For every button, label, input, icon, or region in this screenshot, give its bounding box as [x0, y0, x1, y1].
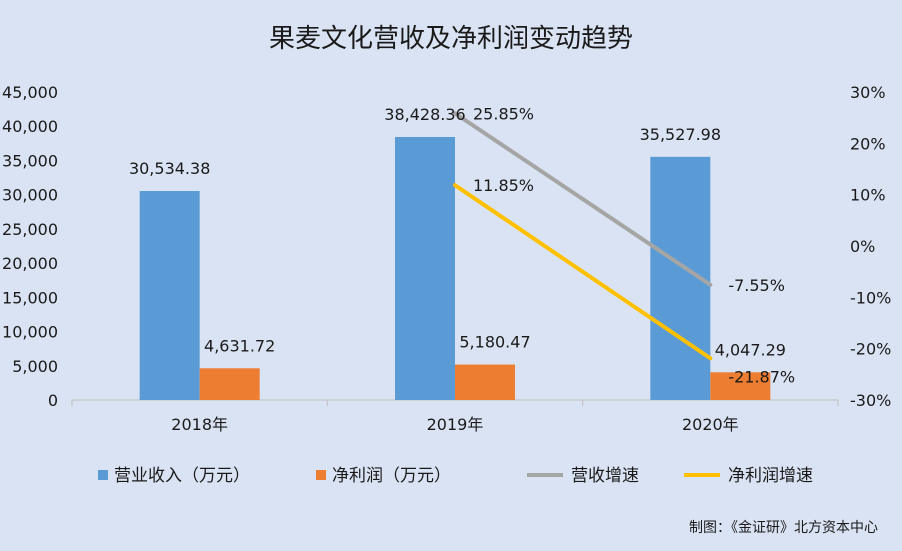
- data-labels: 30,534.38 38,428.36 35,527.98 4,631.72 5,180…: [129, 104, 795, 386]
- bar-data-label: 4,631.72: [204, 336, 275, 355]
- bar-data-label: 35,527.98: [640, 125, 721, 144]
- left-tick-label: 40,000: [2, 117, 58, 136]
- left-tick-label: 0: [48, 391, 58, 410]
- left-tick-label: 30,000: [2, 186, 58, 205]
- legend-label: 营收增速: [571, 466, 639, 486]
- legend-swatch: [316, 470, 326, 480]
- left-tick-label: 15,000: [2, 288, 58, 307]
- line-data-label: 11.85%: [473, 176, 534, 195]
- legend-label: 净利润增速: [728, 466, 813, 486]
- left-axis: 0 5,000 10,000 15,000 20,000 25,000 30,000 35,0…: [2, 83, 58, 410]
- left-tick-label: 45,000: [2, 83, 58, 102]
- legend-label: 净利润（万元）: [332, 466, 451, 486]
- line-data-label: -21.87%: [728, 367, 795, 386]
- right-tick-label: -20%: [850, 340, 891, 359]
- line-marks: [453, 111, 713, 361]
- bar: [395, 136, 455, 400]
- bar-data-label: 4,047.29: [715, 340, 786, 359]
- legend-swatch: [98, 470, 108, 480]
- left-tick-label: 10,000: [2, 323, 58, 342]
- right-tick-label: 30%: [850, 83, 886, 102]
- right-tick-label: 20%: [850, 134, 886, 153]
- series-line: [453, 111, 713, 287]
- legend-label: 营业收入（万元）: [114, 466, 250, 486]
- right-tick-label: 10%: [850, 186, 886, 205]
- bar: [710, 372, 771, 400]
- series-line: [453, 183, 713, 361]
- bar-data-label: 30,534.38: [129, 159, 210, 178]
- bar: [139, 191, 200, 400]
- bar-data-label: 38,428.36: [384, 105, 465, 124]
- line-data-label: 25.85%: [473, 104, 534, 123]
- x-tick-label: 2018年: [171, 415, 228, 434]
- left-tick-label: 5,000: [12, 357, 58, 376]
- right-axis: -30% -20% -10% 0% 10% 20% 30%: [850, 83, 891, 410]
- x-tick-label: 2019年: [427, 415, 484, 434]
- right-tick-label: 0%: [850, 237, 875, 256]
- line-data-label: -7.55%: [728, 276, 785, 295]
- x-tick-label: 2020年: [682, 415, 739, 434]
- bar-marks: [139, 136, 771, 400]
- right-tick-label: -10%: [850, 288, 891, 307]
- left-tick-label: 25,000: [2, 220, 58, 239]
- bar: [455, 364, 515, 400]
- bar-data-label: 5,180.47: [459, 333, 530, 352]
- left-tick-label: 35,000: [2, 151, 58, 170]
- source-note: 制图：《金证研》北方资本中心: [689, 520, 878, 536]
- legend: 营业收入（万元） 净利润（万元） 营收增速 净利润增速: [98, 466, 813, 486]
- bar: [199, 368, 260, 400]
- chart-title: 果麦文化营收及净利润变动趋势: [269, 24, 633, 54]
- left-tick-label: 20,000: [2, 254, 58, 273]
- right-tick-label: -30%: [850, 391, 891, 410]
